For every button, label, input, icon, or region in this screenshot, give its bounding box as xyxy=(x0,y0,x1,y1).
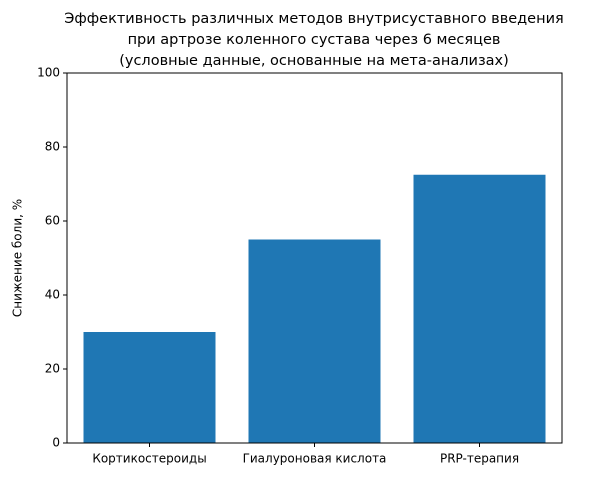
x-tick-label: Гиалуроновая кислота xyxy=(243,452,387,466)
chart-title: Эффективность различных методов внутрису… xyxy=(64,11,563,27)
y-axis-label: Снижение боли, % xyxy=(11,199,25,317)
axes-frame xyxy=(66,72,563,444)
y-tick-label: 40 xyxy=(45,288,60,302)
chart-title: при артрозе коленного сустава через 6 ме… xyxy=(128,32,501,48)
bar xyxy=(413,174,546,443)
chart-title: (условные данные, основанные на мета-ана… xyxy=(119,53,509,69)
x-tick-label: PRP-терапия xyxy=(440,452,519,466)
y-tick-label: 20 xyxy=(45,362,60,376)
y-tick-label: 60 xyxy=(45,214,60,228)
y-tick-label: 100 xyxy=(37,66,60,80)
bar xyxy=(83,332,216,443)
bar xyxy=(248,239,381,443)
y-tick-label: 0 xyxy=(52,436,60,450)
y-tick-label: 80 xyxy=(45,140,60,154)
x-tick-label: Кортикостероиды xyxy=(92,452,206,466)
